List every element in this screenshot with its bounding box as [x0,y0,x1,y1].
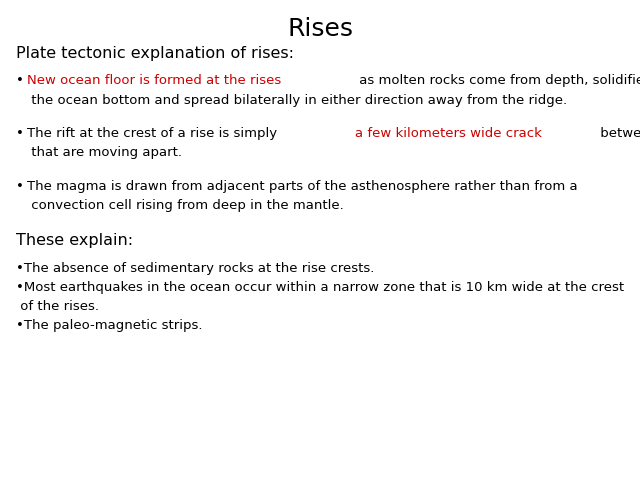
Text: •The absence of sedimentary rocks at the rise crests.: •The absence of sedimentary rocks at the… [16,262,374,275]
Text: between two plates: between two plates [596,127,640,140]
Text: The rift at the crest of a rise is simply: The rift at the crest of a rise is simpl… [27,127,281,140]
Text: •Most earthquakes in the ocean occur within a narrow zone that is 10 km wide at : •Most earthquakes in the ocean occur wit… [16,281,624,294]
Text: Rises: Rises [287,17,353,41]
Text: convection cell rising from deep in the mantle.: convection cell rising from deep in the … [27,199,344,212]
Text: New ocean floor is formed at the rises: New ocean floor is formed at the rises [27,74,281,87]
Text: •: • [16,74,24,87]
Text: •: • [16,127,24,140]
Text: Plate tectonic explanation of rises:: Plate tectonic explanation of rises: [16,46,294,60]
Text: •The paleo-magnetic strips.: •The paleo-magnetic strips. [16,319,202,332]
Text: of the rises.: of the rises. [16,300,99,313]
Text: as molten rocks come from depth, solidifies near: as molten rocks come from depth, solidif… [355,74,640,87]
Text: the ocean bottom and spread bilaterally in either direction away from the ridge.: the ocean bottom and spread bilaterally … [27,94,567,107]
Text: The magma is drawn from adjacent parts of the asthenosphere rather than from a: The magma is drawn from adjacent parts o… [27,180,577,193]
Text: •: • [16,180,24,193]
Text: These explain:: These explain: [16,233,133,248]
Text: that are moving apart.: that are moving apart. [27,146,182,159]
Text: a few kilometers wide crack: a few kilometers wide crack [355,127,542,140]
